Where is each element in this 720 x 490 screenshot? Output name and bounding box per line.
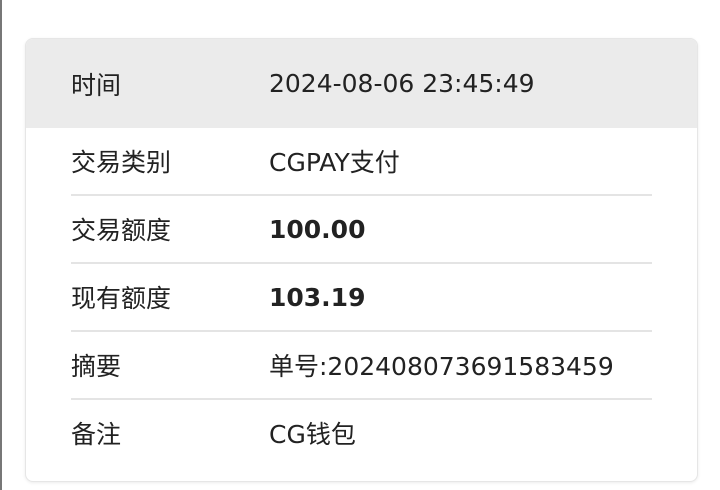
type-label: 交易类别 [71, 148, 172, 177]
type-value: CGPAY支付 [269, 148, 400, 177]
detail-row-time: 时间 2024-08-06 23:45:49 [26, 39, 697, 128]
time-value: 2024-08-06 23:45:49 [269, 69, 535, 98]
detail-row-summary: 摘要 单号:202408073691583459 [71, 330, 652, 398]
left-edge-divider [0, 0, 2, 490]
amount-value: 100.00 [269, 214, 366, 244]
detail-row-amount: 交易额度 100.00 [71, 194, 652, 262]
amount-label: 交易额度 [71, 216, 172, 245]
detail-row-remark: 备注 CG钱包 [71, 398, 652, 466]
remark-value: CG钱包 [269, 420, 356, 449]
time-label: 时间 [71, 70, 122, 100]
balance-value: 103.19 [269, 282, 366, 312]
detail-row-type: 交易类别 CGPAY支付 [71, 128, 652, 194]
balance-label: 现有额度 [71, 284, 172, 313]
summary-label: 摘要 [71, 352, 122, 381]
detail-row-balance: 现有额度 103.19 [71, 262, 652, 330]
remark-label: 备注 [71, 420, 122, 449]
transaction-detail-card: 时间 2024-08-06 23:45:49 交易类别 CGPAY支付 交易额度… [25, 38, 698, 482]
summary-value: 单号:202408073691583459 [269, 352, 614, 381]
